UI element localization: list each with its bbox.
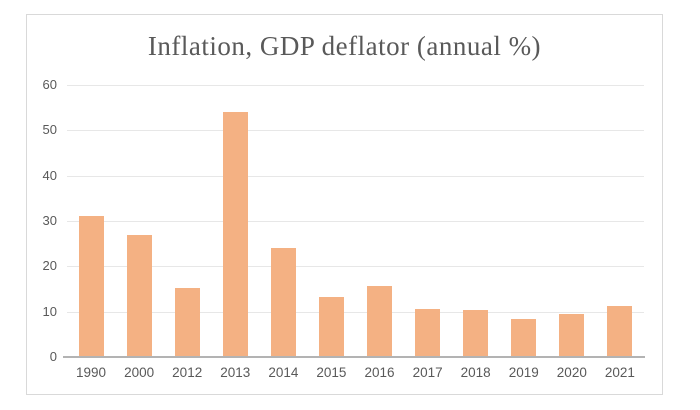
- x-axis-tick-label: 2013: [220, 365, 251, 380]
- bar-slot: [163, 85, 211, 357]
- bar-slot: [596, 85, 644, 357]
- x-axis-tick-label: 2014: [268, 365, 299, 380]
- x-axis-tick-label: 2000: [124, 365, 155, 380]
- bar-slot: [67, 85, 115, 357]
- x-axis-tick-label: 2016: [364, 365, 395, 380]
- gridline: [67, 311, 644, 313]
- bar-slot: [548, 85, 596, 357]
- bar-series: [67, 85, 644, 357]
- y-axis-tick-label: 50: [42, 122, 57, 138]
- y-axis-tick-label: 60: [42, 77, 57, 92]
- x-axis-tick-label: 2020: [556, 365, 587, 380]
- bar-slot: [115, 85, 163, 357]
- x-axis-tick-label: 2012: [172, 365, 203, 380]
- y-axis-tick-label: 40: [42, 167, 57, 183]
- gridline: [67, 130, 644, 132]
- bar-slot: [404, 85, 452, 357]
- chart-title: Inflation, GDP deflator (annual %): [147, 31, 542, 61]
- chart-frame: Inflation, GDP deflator (annual %) 0 10 20…: [26, 14, 663, 395]
- y-axis-tick-label: 30: [42, 213, 57, 228]
- gridline: [67, 221, 644, 222]
- y-axis-tick-label: 0: [49, 349, 57, 364]
- bar-2017: [415, 308, 441, 357]
- x-axis-labels: 1990 2000 2012 2013 2014 2015 2016 2017 2018 2019…: [67, 365, 644, 381]
- bar-slot: [452, 85, 500, 357]
- y-axis-tick-label: 10: [42, 303, 57, 319]
- bar-slot: [211, 85, 259, 357]
- bar-1990: [78, 216, 104, 357]
- bar-slot: [355, 85, 403, 357]
- y-axis-tick-label: 20: [42, 258, 57, 274]
- bar-2020: [559, 314, 585, 357]
- y-axis-labels: 0 10 20 30 40 50 60: [29, 77, 57, 364]
- bar-2015: [318, 296, 344, 357]
- bar-2018: [463, 309, 489, 357]
- x-axis-tick-label: 2021: [604, 365, 635, 380]
- bar-2000: [126, 234, 152, 357]
- gridline: [67, 175, 644, 177]
- gridline: [67, 266, 644, 268]
- gridline: [67, 85, 644, 86]
- x-axis-tick-label: 2017: [412, 365, 443, 380]
- bar-2019: [511, 319, 537, 357]
- bar-2016: [367, 286, 392, 357]
- plot-area: [63, 85, 645, 358]
- x-axis-tick-label: 2019: [508, 365, 539, 380]
- x-axis-line: [63, 356, 645, 358]
- bar-2013: [222, 112, 248, 357]
- x-axis-tick-label: 2018: [460, 365, 491, 380]
- bar-slot: [500, 85, 548, 357]
- bar-2021: [607, 305, 633, 357]
- bar-slot: [307, 85, 355, 357]
- bar-2012: [174, 288, 200, 357]
- bar-slot: [259, 85, 307, 357]
- bar-2014: [270, 248, 296, 357]
- x-axis-tick-label: 1990: [76, 365, 107, 380]
- x-axis-tick-label: 2015: [316, 365, 347, 380]
